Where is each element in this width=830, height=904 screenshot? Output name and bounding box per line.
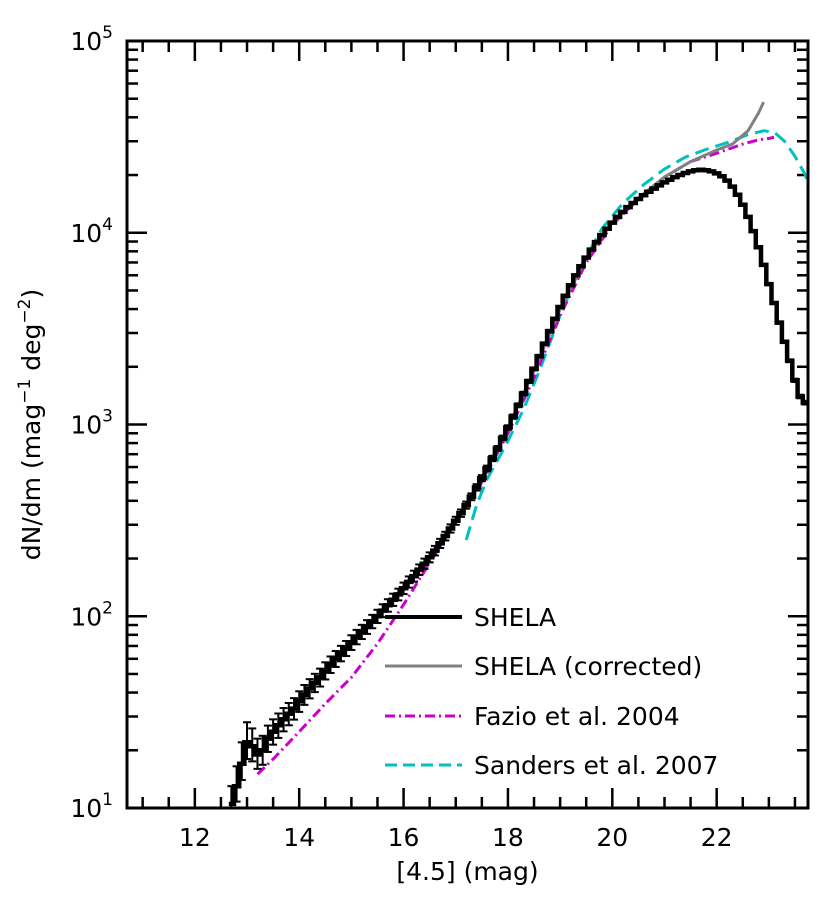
y-tick-label: 104 <box>70 215 113 248</box>
series-line-shela-corrected <box>480 101 765 479</box>
legend-label-shela-corrected: SHELA (corrected) <box>474 652 702 681</box>
x-tick-label: 14 <box>283 823 315 852</box>
y-tick-label-base: 10 <box>70 219 102 248</box>
x-tick-label: 18 <box>492 823 524 852</box>
y-tick-label-exponent: 4 <box>102 215 113 235</box>
y-tick-label: 102 <box>70 598 113 631</box>
y-tick-label: 105 <box>70 23 113 56</box>
y-tick-label-exponent: 1 <box>102 790 113 810</box>
y-axis-title-exp2: −2 <box>15 299 35 324</box>
legend-label-sanders: Sanders et al. 2007 <box>474 751 718 780</box>
y-axis-title-main: dN/dm (mag <box>17 404 46 560</box>
series-group <box>227 101 808 808</box>
x-tick-label: 12 <box>179 823 211 852</box>
y-tick-label-base: 10 <box>70 411 102 440</box>
legend-label-shela: SHELA <box>474 603 556 632</box>
axis-ticks <box>127 41 808 810</box>
y-tick-label-base: 10 <box>70 27 102 56</box>
x-tick-label: 16 <box>388 823 420 852</box>
y-tick-label-exponent: 3 <box>102 407 113 427</box>
y-axis-title-end: ) <box>17 289 46 299</box>
x-axis-title: [4.5] (mag) <box>396 857 538 886</box>
series-line-sanders-et-al-2007 <box>464 129 808 541</box>
y-axis-title-exp1: −1 <box>15 379 35 404</box>
legend: SHELA SHELA (corrected) Fazio et al. 200… <box>385 603 718 780</box>
series-line-fazio-et-al-2004 <box>256 135 775 776</box>
y-tick-label-base: 10 <box>70 602 102 631</box>
x-tick-label: 20 <box>596 823 628 852</box>
series-layer <box>227 101 808 808</box>
y-tick-label: 101 <box>70 790 113 823</box>
y-axis-title: dN/dm (mag−1 deg−2) <box>15 289 46 560</box>
y-axis-title-mid: deg <box>17 324 46 379</box>
y-tick-label: 103 <box>70 407 113 440</box>
x-tick-label: 22 <box>701 823 733 852</box>
plot-frame <box>125 39 810 810</box>
y-tick-label-exponent: 2 <box>102 598 113 618</box>
legend-label-fazio: Fazio et al. 2004 <box>474 702 680 731</box>
y-tick-label-exponent: 5 <box>102 23 113 43</box>
y-tick-label-base: 10 <box>70 794 102 823</box>
